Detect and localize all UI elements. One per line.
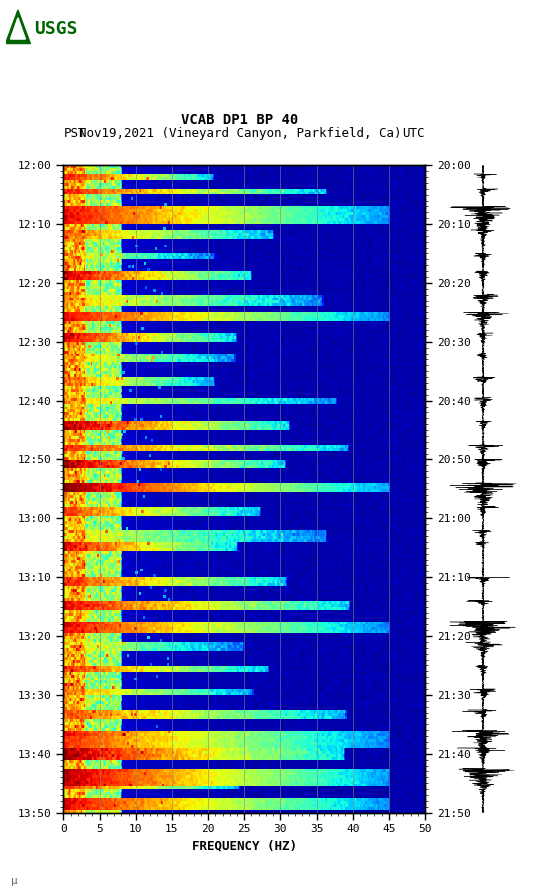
Text: Nov19,2021 (Vineyard Canyon, Parkfield, Ca): Nov19,2021 (Vineyard Canyon, Parkfield, … <box>79 127 401 140</box>
Polygon shape <box>10 18 25 39</box>
Text: UTC: UTC <box>402 127 425 140</box>
Text: USGS: USGS <box>34 20 77 38</box>
Text: PST: PST <box>63 127 86 140</box>
Text: μ: μ <box>11 876 18 886</box>
X-axis label: FREQUENCY (HZ): FREQUENCY (HZ) <box>192 839 297 852</box>
Text: VCAB DP1 BP 40: VCAB DP1 BP 40 <box>182 113 299 127</box>
Polygon shape <box>6 10 30 44</box>
